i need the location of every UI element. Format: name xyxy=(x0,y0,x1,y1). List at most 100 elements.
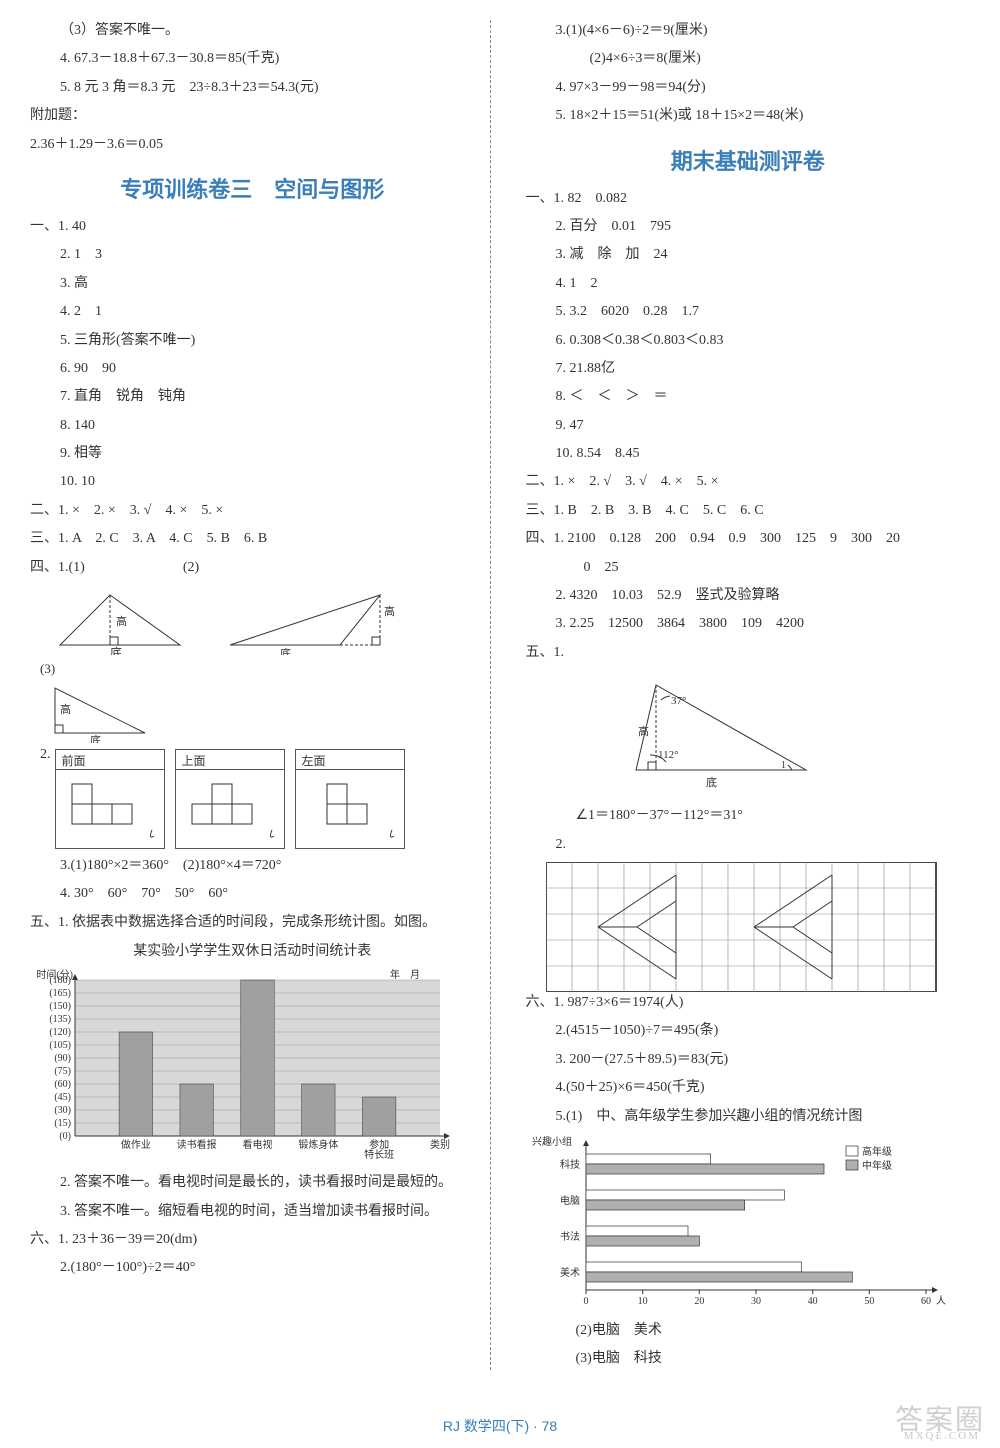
item: 3. 200－(27.5＋89.5)＝83(元) xyxy=(526,1049,971,1071)
chart2-head: 5.(1) 中、高年级学生参加兴趣小组的情况统计图 xyxy=(526,1106,971,1128)
svg-text:(75): (75) xyxy=(54,1066,71,1077)
sec4-3-r: 3. 2.25 12500 3864 3800 109 4200 xyxy=(526,613,971,635)
svg-text:50: 50 xyxy=(864,1296,874,1307)
svg-text:高: 高 xyxy=(638,724,649,738)
item: 7. 21.88亿 xyxy=(526,358,971,380)
view-top: 上面 xyxy=(175,749,285,849)
bar-chart-1: (0)(15)(30)(45)(60)(75)(90)(105)(120)(13… xyxy=(30,966,475,1166)
triangle-2: 高 底 xyxy=(220,585,400,655)
sec6-2: 2.(180°－100°)÷2＝40° xyxy=(30,1257,475,1279)
sec3-r: 三、1. B 2. B 3. B 4. C 5. C 6. C xyxy=(526,500,971,522)
heading-right: 期末基础测评卷 xyxy=(526,144,971,176)
di-label: 底 xyxy=(280,646,291,655)
svg-text:30: 30 xyxy=(751,1296,761,1307)
svg-text:电脑: 电脑 xyxy=(560,1194,580,1207)
sec4-head: 四、1.(1) (2) xyxy=(30,557,475,579)
gao-label: 高 xyxy=(116,614,127,628)
bonus-line: 2.36＋1.29－3.6＝0.05 xyxy=(30,134,475,156)
triangle-row: 高 底 高 底 xyxy=(50,585,475,655)
tri3-label: (3) xyxy=(40,661,55,676)
sec2-r: 二、1. × 2. √ 3. √ 4. × 5. × xyxy=(526,471,971,493)
gao-label: 高 xyxy=(384,604,395,618)
svg-text:年 月: 年 月 xyxy=(390,968,420,981)
sec4-4: 4. 30° 60° 70° 50° 60° xyxy=(30,883,475,905)
svg-text:0: 0 xyxy=(583,1296,588,1307)
chart2-note: (3)电脑 科技 xyxy=(526,1348,971,1370)
bonus-title: 附加题： xyxy=(30,105,475,127)
ans-line: 5. 18×2＋15＝51(米)或 18＋15×2＝48(米) xyxy=(526,105,971,127)
item: 9. 47 xyxy=(526,415,971,437)
views-head: 2. xyxy=(40,743,51,763)
sec6-1: 六、1. 23＋36－39＝20(dm) xyxy=(30,1229,475,1251)
ans-line: 4. 97×3－99－98＝94(分) xyxy=(526,77,971,99)
svg-text:(30): (30) xyxy=(54,1105,71,1116)
svg-text:(90): (90) xyxy=(54,1053,71,1064)
item: 4.(50＋25)×6＝450(千克) xyxy=(526,1077,971,1099)
view-front: 前面 xyxy=(55,749,165,849)
svg-text:兴趣小组: 兴趣小组 xyxy=(532,1135,572,1148)
sec5-head-r: 五、1. xyxy=(526,642,971,664)
triangle-3: 高 底 xyxy=(40,678,160,743)
svg-text:1: 1 xyxy=(781,760,786,771)
heading-left: 专项训练卷三 空间与图形 xyxy=(30,172,475,204)
svg-text:37°: 37° xyxy=(671,695,686,707)
svg-text:高: 高 xyxy=(60,702,71,716)
sec4-1a: 四、1. 2100 0.128 200 0.94 0.9 300 125 9 3… xyxy=(526,528,971,550)
svg-text:(45): (45) xyxy=(54,1092,71,1103)
svg-text:(165): (165) xyxy=(49,988,71,999)
views-row: 2. 前面 上面 xyxy=(40,743,475,855)
grid-pattern xyxy=(546,862,966,992)
angle-calc: ∠1＝180°－37°－112°＝31° xyxy=(526,805,971,827)
svg-text:类别: 类别 xyxy=(430,1138,450,1151)
item: 5. 3.2 6020 0.28 1.7 xyxy=(526,301,971,323)
item: 2. 1 3 xyxy=(30,244,475,266)
item: 8. 140 xyxy=(30,415,475,437)
ans-line: 3.(1)(4×6－6)÷2＝9(厘米) xyxy=(526,20,971,42)
item: 3. 减 除 加 24 xyxy=(526,244,971,266)
sec4-3: 3.(1)180°×2＝360° (2)180°×4＝720° xyxy=(30,855,475,877)
svg-text:40: 40 xyxy=(807,1296,817,1307)
view-left: 左面 xyxy=(295,749,405,849)
sec6-head-r: 六、1. 987÷3×6＝1974(人) xyxy=(526,992,971,1014)
sec5-2-r: 2. xyxy=(526,834,971,856)
ans-line: （3）答案不唯一。 xyxy=(30,20,475,42)
ans-line: 5. 8 元 3 角＝8.3 元 23÷8.3＋23＝54.3(元) xyxy=(30,77,475,99)
ans-line: (2)4×6÷3＝8(厘米) xyxy=(526,48,971,70)
svg-text:(120): (120) xyxy=(49,1027,71,1038)
svg-text:特长班: 特长班 xyxy=(364,1149,394,1161)
sec5-2: 2. 答案不唯一。看电视时间是最长的，读书看报时间是最短的。 xyxy=(30,1172,475,1194)
sec3: 三、1. A 2. C 3. A 4. C 5. B 6. B xyxy=(30,528,475,550)
angle-triangle: 37° 112° 高 底 1 xyxy=(566,670,826,805)
item: 8. ＜ ＜ ＞ ＝ xyxy=(526,386,971,408)
svg-text:书法: 书法 xyxy=(560,1230,580,1243)
chart1-title: 某实验小学学生双休日活动时间统计表 xyxy=(30,940,475,960)
item: 2.(4515－1050)÷7＝495(条) xyxy=(526,1020,971,1042)
svg-text:底: 底 xyxy=(90,733,101,743)
item: 6. 90 90 xyxy=(30,358,475,380)
item: 10. 10 xyxy=(30,471,475,493)
svg-text:(150): (150) xyxy=(49,1001,71,1012)
sec5-head: 五、1. 依据表中数据选择合适的时间段，完成条形统计图。如图。 xyxy=(30,912,475,934)
item: 10. 8.54 8.45 xyxy=(526,443,971,465)
chart2-note: (2)电脑 美术 xyxy=(526,1320,971,1342)
triangle-3-wrap: (3) 高 底 xyxy=(40,661,475,743)
sec1-head-r: 一、1. 82 0.082 xyxy=(526,188,971,210)
svg-text:(60): (60) xyxy=(54,1079,71,1090)
triangle-1: 高 底 xyxy=(50,585,190,655)
svg-text:20: 20 xyxy=(694,1296,704,1307)
svg-text:看电视: 看电视 xyxy=(243,1138,273,1151)
svg-text:中年级: 中年级 xyxy=(862,1159,892,1172)
ans-line: 4. 67.3－18.8＋67.3－30.8＝85(千克) xyxy=(30,48,475,70)
svg-text:(15): (15) xyxy=(54,1118,71,1129)
svg-text:时间(分): 时间(分) xyxy=(36,968,73,981)
sec4-2: 2. 4320 10.03 52.9 竖式及验算略 xyxy=(526,585,971,607)
item: 5. 三角形(答案不唯一) xyxy=(30,330,475,352)
bar-chart-2: 兴趣小组高年级中年级0102030405060人数科技电脑书法美术 xyxy=(526,1134,971,1314)
item: 7. 直角 锐角 钝角 xyxy=(30,386,475,408)
svg-text:10: 10 xyxy=(637,1296,647,1307)
svg-text:科技: 科技 xyxy=(560,1158,580,1171)
item: 9. 相等 xyxy=(30,443,475,465)
svg-text:美术: 美术 xyxy=(560,1266,580,1279)
svg-text:(135): (135) xyxy=(49,1014,71,1025)
sec4-1b: 0 25 xyxy=(526,557,971,579)
